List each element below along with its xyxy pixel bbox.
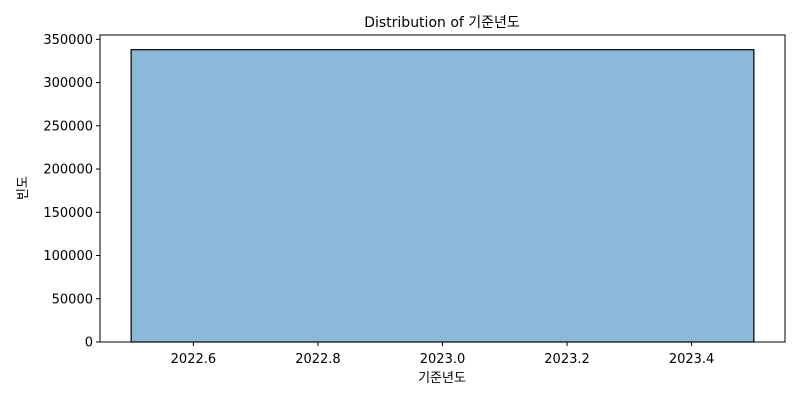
- y-tick-label: 350000: [43, 33, 93, 48]
- plot-frame: [99, 34, 786, 343]
- bars: [130, 49, 755, 343]
- y-axis-ticks: 0 50000 100000 150000 200000 250000 300000 3500…: [43, 33, 100, 351]
- x-tick-label: 2023.0: [420, 352, 466, 367]
- y-tick-label: 250000: [43, 119, 93, 134]
- y-tick-label: 50000: [52, 292, 93, 307]
- histogram-bar: [130, 49, 755, 343]
- x-axis-title: 기준년도: [418, 371, 466, 386]
- x-tick-label: 2022.8: [295, 352, 341, 367]
- y-tick-label: 100000: [43, 249, 93, 264]
- y-tick-label: 200000: [43, 163, 93, 178]
- y-tick-label: 0: [85, 336, 93, 351]
- chart-title: Distribution of 기준년도: [364, 15, 520, 31]
- y-tick-label: 300000: [43, 76, 93, 91]
- x-axis-ticks: 2022.6 2022.8 2023.0 2023.2 2023.4: [171, 342, 715, 367]
- x-tick-label: 2023.2: [544, 352, 590, 367]
- x-tick-label: 2022.6: [171, 352, 217, 367]
- x-tick-label: 2023.4: [669, 352, 715, 367]
- y-axis-title: 빈도: [16, 176, 31, 200]
- y-tick-label: 150000: [43, 206, 93, 221]
